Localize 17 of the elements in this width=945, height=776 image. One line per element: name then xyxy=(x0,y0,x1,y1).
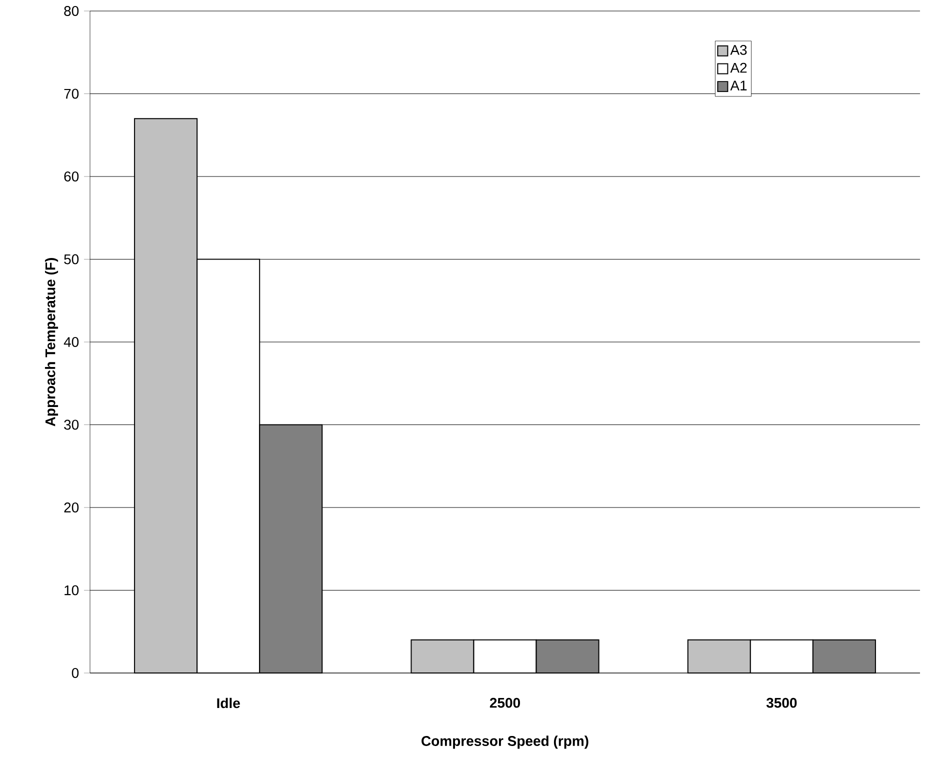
y-tick-label: 30 xyxy=(64,420,79,430)
legend-label: A1 xyxy=(730,80,747,90)
legend-label: A3 xyxy=(730,44,747,55)
y-tick-label: 80 xyxy=(64,6,79,16)
y-tick-label: 0 xyxy=(72,668,79,678)
y-tick-label: 70 xyxy=(64,88,79,99)
y-tick-label: 40 xyxy=(64,337,79,347)
legend-label: A2 xyxy=(730,62,747,73)
y-tick-label: 60 xyxy=(64,172,79,182)
y-tick-label: 20 xyxy=(64,502,79,512)
y-tick-label: 10 xyxy=(64,585,79,596)
x-tick-label: 2500 xyxy=(490,698,520,708)
x-axis-title: Compressor Speed (rpm) xyxy=(422,736,588,749)
x-tick-label: Idle xyxy=(217,698,240,708)
x-tick-label: 3500 xyxy=(766,698,797,708)
y-axis-title: Approach Temperatue (F) xyxy=(44,258,58,426)
y-tick-label: 50 xyxy=(64,254,79,264)
